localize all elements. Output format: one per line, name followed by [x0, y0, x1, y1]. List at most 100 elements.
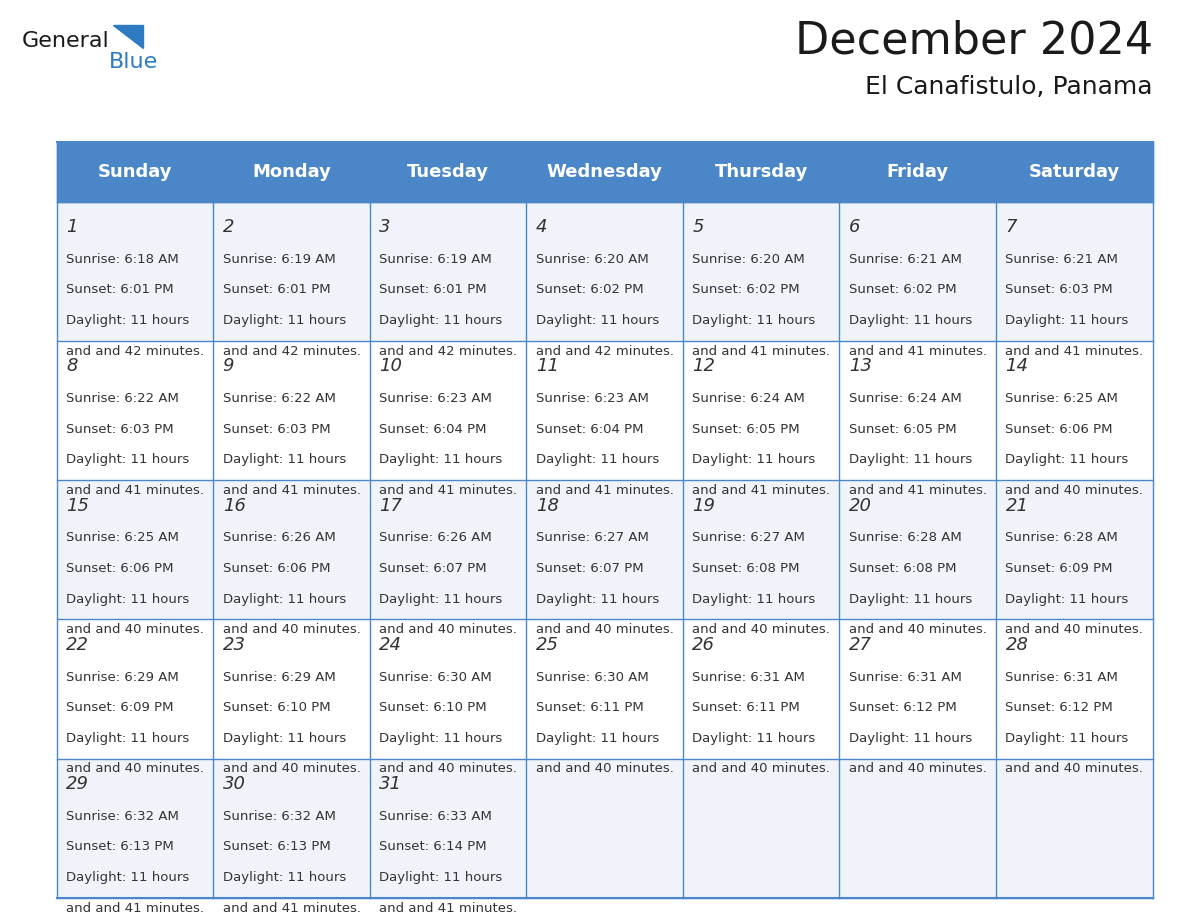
- Text: Sunrise: 6:21 AM: Sunrise: 6:21 AM: [849, 252, 962, 266]
- Text: Daylight: 11 hours: Daylight: 11 hours: [693, 732, 816, 744]
- Text: and and 41 minutes.: and and 41 minutes.: [849, 484, 987, 497]
- Text: Sunset: 6:03 PM: Sunset: 6:03 PM: [67, 422, 173, 436]
- FancyBboxPatch shape: [840, 341, 996, 480]
- Text: 7: 7: [1005, 218, 1017, 236]
- Text: Sunrise: 6:23 AM: Sunrise: 6:23 AM: [379, 392, 492, 405]
- FancyBboxPatch shape: [683, 202, 840, 341]
- Text: Daylight: 11 hours: Daylight: 11 hours: [536, 593, 659, 606]
- Text: Sunrise: 6:19 AM: Sunrise: 6:19 AM: [379, 252, 492, 266]
- Text: 19: 19: [693, 497, 715, 514]
- Text: 26: 26: [693, 636, 715, 654]
- FancyBboxPatch shape: [57, 620, 213, 758]
- Text: Sunrise: 6:22 AM: Sunrise: 6:22 AM: [222, 392, 335, 405]
- FancyBboxPatch shape: [996, 202, 1152, 341]
- FancyBboxPatch shape: [996, 620, 1152, 758]
- FancyBboxPatch shape: [840, 142, 996, 202]
- Text: Sunset: 6:10 PM: Sunset: 6:10 PM: [379, 701, 487, 714]
- Text: Sunset: 6:06 PM: Sunset: 6:06 PM: [222, 562, 330, 575]
- Text: Sunrise: 6:27 AM: Sunrise: 6:27 AM: [693, 532, 805, 544]
- Text: 22: 22: [67, 636, 89, 654]
- Text: 4: 4: [536, 218, 548, 236]
- FancyBboxPatch shape: [996, 341, 1152, 480]
- FancyBboxPatch shape: [683, 480, 840, 620]
- Text: Daylight: 11 hours: Daylight: 11 hours: [67, 314, 189, 327]
- Text: Daylight: 11 hours: Daylight: 11 hours: [379, 593, 503, 606]
- Text: 3: 3: [379, 218, 391, 236]
- Text: Daylight: 11 hours: Daylight: 11 hours: [222, 593, 346, 606]
- Text: 28: 28: [1005, 636, 1029, 654]
- Text: and and 41 minutes.: and and 41 minutes.: [379, 484, 517, 497]
- Text: Sunrise: 6:30 AM: Sunrise: 6:30 AM: [379, 670, 492, 684]
- Text: Sunset: 6:12 PM: Sunset: 6:12 PM: [1005, 701, 1113, 714]
- Text: 24: 24: [379, 636, 403, 654]
- FancyBboxPatch shape: [683, 341, 840, 480]
- FancyBboxPatch shape: [369, 341, 526, 480]
- FancyBboxPatch shape: [526, 480, 683, 620]
- FancyBboxPatch shape: [57, 142, 213, 202]
- Text: and and 41 minutes.: and and 41 minutes.: [693, 345, 830, 358]
- FancyBboxPatch shape: [840, 480, 996, 620]
- Text: and and 40 minutes.: and and 40 minutes.: [536, 623, 674, 636]
- Text: Daylight: 11 hours: Daylight: 11 hours: [849, 314, 972, 327]
- FancyBboxPatch shape: [213, 758, 369, 898]
- FancyBboxPatch shape: [996, 480, 1152, 620]
- Text: Sunset: 6:12 PM: Sunset: 6:12 PM: [849, 701, 956, 714]
- Text: Sunset: 6:02 PM: Sunset: 6:02 PM: [693, 284, 800, 297]
- Text: and and 40 minutes.: and and 40 minutes.: [379, 623, 517, 636]
- Text: 1: 1: [67, 218, 77, 236]
- Text: Sunrise: 6:27 AM: Sunrise: 6:27 AM: [536, 532, 649, 544]
- Text: Sunrise: 6:32 AM: Sunrise: 6:32 AM: [67, 810, 179, 823]
- FancyBboxPatch shape: [996, 758, 1152, 898]
- Text: and and 41 minutes.: and and 41 minutes.: [67, 901, 204, 914]
- Text: 13: 13: [849, 357, 872, 375]
- Text: 31: 31: [379, 775, 403, 793]
- FancyBboxPatch shape: [683, 758, 840, 898]
- Text: Sunset: 6:03 PM: Sunset: 6:03 PM: [222, 422, 330, 436]
- Text: Daylight: 11 hours: Daylight: 11 hours: [536, 732, 659, 744]
- FancyBboxPatch shape: [996, 142, 1152, 202]
- Text: Daylight: 11 hours: Daylight: 11 hours: [379, 871, 503, 884]
- FancyBboxPatch shape: [369, 480, 526, 620]
- Text: Daylight: 11 hours: Daylight: 11 hours: [67, 871, 189, 884]
- Text: Daylight: 11 hours: Daylight: 11 hours: [536, 453, 659, 466]
- Text: 12: 12: [693, 357, 715, 375]
- Text: and and 40 minutes.: and and 40 minutes.: [1005, 623, 1143, 636]
- Text: Sunset: 6:01 PM: Sunset: 6:01 PM: [379, 284, 487, 297]
- Text: Daylight: 11 hours: Daylight: 11 hours: [1005, 732, 1129, 744]
- FancyBboxPatch shape: [840, 758, 996, 898]
- Text: Sunrise: 6:21 AM: Sunrise: 6:21 AM: [1005, 252, 1118, 266]
- Text: Sunrise: 6:29 AM: Sunrise: 6:29 AM: [67, 670, 179, 684]
- Text: Sunset: 6:07 PM: Sunset: 6:07 PM: [536, 562, 644, 575]
- Text: Daylight: 11 hours: Daylight: 11 hours: [222, 871, 346, 884]
- Text: 14: 14: [1005, 357, 1029, 375]
- Text: December 2024: December 2024: [795, 19, 1152, 62]
- Text: and and 41 minutes.: and and 41 minutes.: [222, 901, 361, 914]
- Text: El Canafistulo, Panama: El Canafistulo, Panama: [865, 75, 1152, 99]
- Text: Thursday: Thursday: [714, 162, 808, 181]
- Text: and and 40 minutes.: and and 40 minutes.: [1005, 484, 1143, 497]
- Text: 23: 23: [222, 636, 246, 654]
- FancyBboxPatch shape: [683, 142, 840, 202]
- Text: and and 40 minutes.: and and 40 minutes.: [536, 763, 674, 776]
- Text: 11: 11: [536, 357, 558, 375]
- Text: Sunset: 6:02 PM: Sunset: 6:02 PM: [536, 284, 644, 297]
- Text: Daylight: 11 hours: Daylight: 11 hours: [222, 732, 346, 744]
- Text: 8: 8: [67, 357, 77, 375]
- Text: Sunset: 6:02 PM: Sunset: 6:02 PM: [849, 284, 956, 297]
- Text: Daylight: 11 hours: Daylight: 11 hours: [379, 453, 503, 466]
- Text: Sunrise: 6:31 AM: Sunrise: 6:31 AM: [849, 670, 962, 684]
- FancyBboxPatch shape: [213, 480, 369, 620]
- FancyBboxPatch shape: [369, 202, 526, 341]
- Text: Sunrise: 6:33 AM: Sunrise: 6:33 AM: [379, 810, 492, 823]
- Text: Sunrise: 6:32 AM: Sunrise: 6:32 AM: [222, 810, 335, 823]
- Text: and and 40 minutes.: and and 40 minutes.: [1005, 763, 1143, 776]
- Text: General: General: [21, 31, 109, 51]
- FancyBboxPatch shape: [526, 142, 683, 202]
- Text: Sunset: 6:10 PM: Sunset: 6:10 PM: [222, 701, 330, 714]
- Text: 2: 2: [222, 218, 234, 236]
- FancyBboxPatch shape: [840, 202, 996, 341]
- Text: Sunset: 6:06 PM: Sunset: 6:06 PM: [1005, 422, 1113, 436]
- Text: Daylight: 11 hours: Daylight: 11 hours: [379, 314, 503, 327]
- Text: and and 40 minutes.: and and 40 minutes.: [379, 763, 517, 776]
- FancyBboxPatch shape: [683, 620, 840, 758]
